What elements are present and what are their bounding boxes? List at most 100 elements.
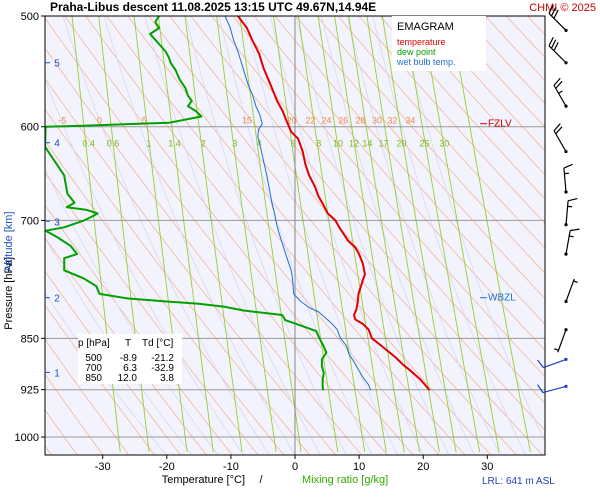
x-tick-label: 10 (353, 461, 365, 473)
mixing-ratio-line (381, 16, 457, 453)
chart-title: Praha-Libus descent 11.08.2025 13:15 UTC… (50, 0, 376, 14)
table-cell: 3.8 (160, 373, 174, 384)
dry-adiabat-line (421, 16, 545, 152)
mixing-ratio-line (98, 16, 150, 453)
wind-barb-shaft (553, 85, 567, 107)
dry-adiabat-line (337, 16, 545, 249)
wind-barb-half-feather (573, 280, 578, 284)
wind-barb-shaft (548, 45, 567, 64)
wind-barb-feather (537, 384, 544, 393)
table-cell: 500 (85, 353, 102, 364)
legend-title: EMAGRAM (397, 21, 454, 33)
wind-barb-half-feather (554, 348, 559, 351)
mixing-ratio-label: 1.4 (168, 139, 181, 149)
dry-adiabat-label: 0 (97, 116, 102, 126)
x-axis-separator: / (259, 474, 263, 486)
dry-adiabat-label: 20 (287, 116, 297, 126)
wind-barb-feather (548, 37, 554, 47)
wind-barb-feather (563, 163, 573, 169)
wind-barb-feather (570, 228, 580, 232)
wind-barb-half-feather (569, 235, 574, 238)
table-cell: 6.3 (123, 363, 137, 374)
y-tick-label: 1000 (15, 432, 39, 444)
dry-adiabat-line (45, 77, 337, 455)
mixing-ratio-line (348, 16, 421, 453)
mixing-ratio-label: 1 (146, 139, 151, 149)
lrl-label: LRL: 641 m ASL (482, 476, 555, 487)
dry-adiabat-label: 22 (305, 116, 315, 126)
mixing-ratio-label: 3 (232, 139, 237, 149)
mixing-ratio-line (239, 16, 302, 453)
dry-adiabat-line (442, 16, 545, 128)
x-tick-label: 20 (417, 461, 429, 473)
copyright: CHMI © 2025 (529, 2, 596, 14)
moist-adiabat-line (295, 16, 450, 455)
x-tick-label: 0 (292, 461, 298, 473)
x-tick-label: -20 (159, 461, 175, 473)
dry-adiabat-line (400, 16, 545, 176)
legend-wetbulb: wet bulb temp. (396, 57, 456, 67)
dry-adiabat-line (106, 16, 466, 455)
wetbulb-line (224, 16, 372, 391)
dry-adiabat-label: 28 (355, 116, 365, 126)
mixing-ratio-line (216, 16, 277, 453)
y-tick-label: 700 (21, 215, 39, 227)
mixing-ratio-line (157, 16, 214, 453)
mixing-ratio-label: 0.6 (107, 139, 120, 149)
dry-adiabat-line (295, 16, 545, 300)
y-tick-label: 600 (21, 122, 39, 134)
dry-adiabat-label: 5 (142, 116, 147, 126)
dry-adiabat-line (45, 204, 233, 455)
moist-adiabat-line (103, 16, 296, 455)
mixing-ratio-line (449, 16, 531, 453)
wind-barb-feather (550, 39, 557, 49)
dry-adiabat-label: 26 (338, 116, 348, 126)
wind-barb-feather (553, 41, 559, 51)
mixing-ratio-label: 8 (316, 139, 321, 149)
dry-adiabat-line (190, 16, 545, 431)
legend-dewpoint: dew point (397, 47, 436, 57)
dry-adiabat-line (45, 338, 130, 455)
altitude-tick-label: 5 (54, 59, 60, 70)
mixing-ratio-label: 6 (291, 139, 296, 149)
dry-adiabat-line (45, 17, 388, 455)
dry-adiabat-label: 32 (387, 116, 397, 126)
wind-barb-shaft (553, 130, 567, 152)
wind-barb-feather (555, 126, 563, 135)
dry-adiabat-line (45, 237, 207, 455)
mixing-ratio-line (366, 16, 440, 453)
dry-adiabat-line (274, 16, 545, 325)
moist-adiabat-line (45, 236, 193, 455)
dry-adiabat-line (64, 16, 414, 455)
table-cell: 850 (85, 373, 102, 384)
wind-barb-shaft (565, 200, 569, 225)
x-tick-label: 30 (481, 461, 493, 473)
dry-adiabat-line (45, 47, 362, 455)
wind-barb-shaft (563, 168, 567, 193)
altitude-tick-label: 2 (54, 294, 60, 305)
table-header-p: p [hPa] (78, 338, 110, 349)
altitude-tick-label: 3 (54, 217, 60, 228)
dry-adiabat-line (45, 373, 104, 455)
wind-barb-shaft (565, 278, 575, 302)
dry-adiabat-label: 34 (405, 116, 415, 126)
moist-adiabat-line (45, 167, 219, 455)
mixing-ratio-label: 0.4 (82, 139, 95, 149)
wbzl-label: WBZL (488, 293, 516, 304)
value-table-box (78, 334, 182, 384)
dry-adiabat-line (127, 16, 492, 455)
wind-barbs (537, 4, 580, 394)
mixing-ratio-line (421, 16, 500, 453)
y-axis-title: Pressure [hPa] (3, 257, 15, 330)
dry-adiabat-line (45, 270, 181, 455)
mixing-ratio-label: 20 (396, 139, 406, 149)
x-axis-title: Temperature [°C] (162, 474, 245, 486)
dry-adiabat-line (148, 16, 517, 455)
wind-barb-feather (553, 123, 561, 132)
table-cell: 12.0 (118, 373, 138, 384)
wind-barb-shaft (542, 385, 567, 394)
mixing-ratio-line (334, 16, 405, 453)
table-cell: -32.9 (151, 363, 174, 374)
dry-adiabat-line (569, 16, 600, 455)
